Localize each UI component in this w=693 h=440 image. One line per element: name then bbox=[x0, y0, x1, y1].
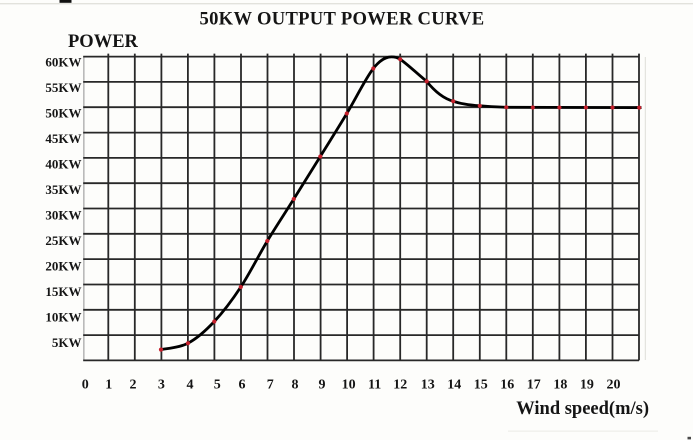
svg-text:35KW: 35KW bbox=[45, 182, 81, 197]
svg-text:10KW: 10KW bbox=[45, 309, 81, 324]
svg-text:20: 20 bbox=[607, 378, 621, 393]
svg-text:40KW: 40KW bbox=[45, 156, 81, 171]
svg-text:Wind speed(m/s): Wind speed(m/s) bbox=[516, 399, 649, 419]
svg-text:5: 5 bbox=[214, 378, 221, 393]
svg-text:4: 4 bbox=[187, 378, 194, 393]
svg-text:30KW: 30KW bbox=[45, 207, 81, 222]
svg-text:55KW: 55KW bbox=[45, 80, 81, 95]
svg-text:10: 10 bbox=[342, 378, 356, 393]
svg-text:19: 19 bbox=[580, 378, 594, 393]
svg-text:15: 15 bbox=[474, 378, 488, 393]
svg-text:15KW: 15KW bbox=[45, 284, 81, 299]
svg-text:50KW: 50KW bbox=[45, 105, 81, 120]
svg-text:60KW: 60KW bbox=[45, 54, 81, 69]
svg-text:45KW: 45KW bbox=[45, 131, 81, 146]
svg-text:3: 3 bbox=[158, 378, 165, 393]
svg-text:50KW OUTPUT POWER CURVE: 50KW OUTPUT POWER CURVE bbox=[199, 9, 484, 30]
svg-text:8: 8 bbox=[292, 378, 299, 393]
svg-text:6: 6 bbox=[239, 378, 246, 393]
svg-text:16: 16 bbox=[500, 378, 514, 393]
svg-text:18: 18 bbox=[553, 378, 567, 393]
svg-text:0: 0 bbox=[82, 378, 89, 393]
svg-text:14: 14 bbox=[447, 378, 461, 393]
svg-text:POWER: POWER bbox=[68, 32, 139, 52]
svg-text:7: 7 bbox=[267, 378, 274, 393]
svg-text:5KW: 5KW bbox=[52, 335, 82, 350]
svg-text:12: 12 bbox=[393, 378, 407, 393]
svg-text:17: 17 bbox=[527, 378, 541, 393]
svg-text:9: 9 bbox=[319, 378, 326, 393]
svg-text:2: 2 bbox=[130, 378, 137, 393]
svg-text:25KW: 25KW bbox=[45, 233, 81, 248]
svg-text:13: 13 bbox=[421, 378, 435, 393]
svg-text:11: 11 bbox=[368, 378, 381, 393]
svg-text:1: 1 bbox=[105, 378, 112, 393]
svg-text:20KW: 20KW bbox=[45, 258, 81, 273]
